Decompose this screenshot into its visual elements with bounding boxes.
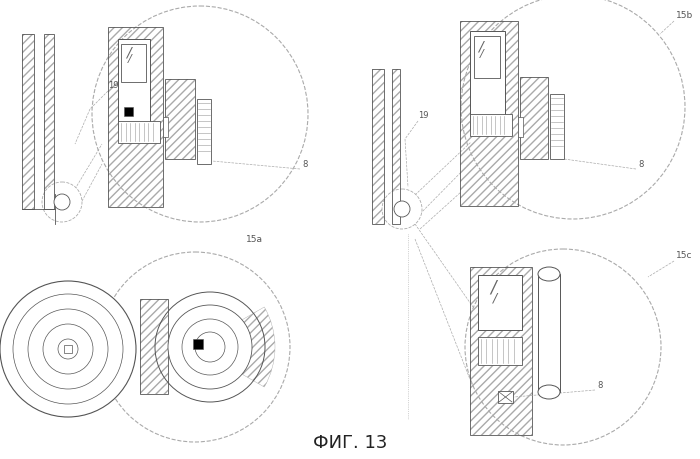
Text: ФИГ. 13: ФИГ. 13 xyxy=(313,433,387,451)
Bar xyxy=(165,80,195,160)
Bar xyxy=(460,22,518,207)
Bar xyxy=(372,70,384,224)
Text: /: / xyxy=(490,279,496,297)
Ellipse shape xyxy=(538,385,560,399)
Bar xyxy=(121,45,146,83)
Text: 15c: 15c xyxy=(676,251,692,259)
Circle shape xyxy=(13,294,123,404)
Circle shape xyxy=(100,252,290,442)
Text: 8: 8 xyxy=(638,160,643,168)
Bar xyxy=(470,268,532,435)
Circle shape xyxy=(168,305,252,389)
Bar xyxy=(478,337,522,365)
Bar xyxy=(470,268,532,435)
Circle shape xyxy=(382,190,422,230)
Bar xyxy=(64,345,72,353)
Text: /: / xyxy=(493,291,497,304)
Bar xyxy=(44,35,54,210)
Ellipse shape xyxy=(538,268,560,281)
Bar xyxy=(140,299,168,394)
Circle shape xyxy=(0,281,136,417)
Bar xyxy=(392,70,400,224)
Circle shape xyxy=(28,309,108,389)
Text: 8: 8 xyxy=(302,160,307,168)
Bar xyxy=(163,118,168,138)
Text: /: / xyxy=(480,49,484,59)
Bar xyxy=(470,32,505,130)
Bar xyxy=(118,122,160,144)
Circle shape xyxy=(43,325,93,374)
Bar xyxy=(197,100,211,165)
Bar xyxy=(518,118,523,138)
Circle shape xyxy=(42,183,82,223)
Bar xyxy=(474,37,500,79)
Bar xyxy=(520,78,548,160)
Bar xyxy=(22,35,34,210)
Bar xyxy=(22,35,34,210)
Bar xyxy=(478,275,522,330)
Text: /: / xyxy=(126,45,131,59)
Bar xyxy=(165,80,195,160)
Text: 19: 19 xyxy=(418,111,428,120)
Circle shape xyxy=(92,7,308,223)
Circle shape xyxy=(54,195,70,211)
Bar xyxy=(372,70,384,224)
Circle shape xyxy=(461,0,685,219)
Circle shape xyxy=(182,319,238,375)
Bar xyxy=(460,22,518,207)
Text: 8: 8 xyxy=(597,380,603,389)
Bar xyxy=(550,95,564,160)
Bar xyxy=(520,78,548,160)
Circle shape xyxy=(465,249,661,445)
Text: 15b: 15b xyxy=(676,11,693,20)
Bar xyxy=(124,108,133,117)
Circle shape xyxy=(195,332,225,362)
Text: /: / xyxy=(478,39,482,53)
Bar xyxy=(498,391,513,403)
Text: /: / xyxy=(128,54,132,64)
Bar xyxy=(193,339,203,349)
Bar xyxy=(44,35,54,210)
Bar xyxy=(470,115,512,137)
Text: 19: 19 xyxy=(108,81,118,90)
Bar xyxy=(538,274,560,392)
Bar xyxy=(108,28,163,207)
Bar xyxy=(118,40,150,130)
Bar xyxy=(392,70,400,224)
Circle shape xyxy=(58,339,78,359)
Bar xyxy=(140,299,168,394)
Text: 15a: 15a xyxy=(246,235,263,243)
Bar xyxy=(108,28,163,207)
Circle shape xyxy=(394,202,410,218)
